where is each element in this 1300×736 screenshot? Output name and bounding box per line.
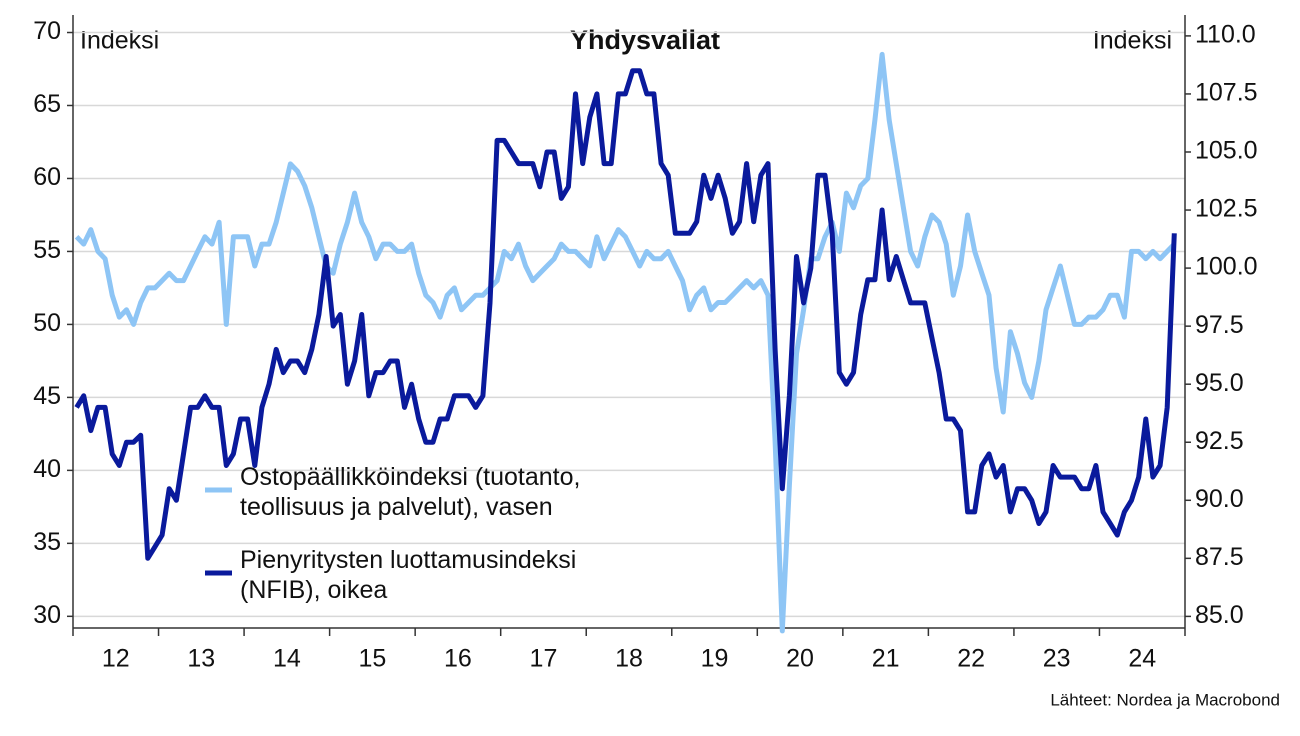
y2-tick-label: 95.0 xyxy=(1195,369,1244,397)
x-tick-label: 15 xyxy=(358,645,386,673)
y-tick-label: 50 xyxy=(33,309,61,337)
series-line xyxy=(74,51,1177,634)
y2-tick-label: 100.0 xyxy=(1195,253,1258,281)
x-tick-label: 12 xyxy=(102,645,130,673)
legend-label: Ostopäällikköindeksi (tuotanto, teollisuu… xyxy=(240,463,580,521)
x-tick-label: 14 xyxy=(273,645,301,673)
y-tick-label: 70 xyxy=(33,17,61,45)
y2-tick-label: 105.0 xyxy=(1195,137,1258,165)
y2-tick-label: 102.5 xyxy=(1195,195,1258,223)
y-tick-label: 35 xyxy=(33,528,61,556)
y-axis-label: Indeksi xyxy=(80,27,159,55)
chart-title: Yhdysvallat xyxy=(570,25,720,55)
x-tick-label: 17 xyxy=(530,645,558,673)
legend-label-line: Ostopäällikköindeksi (tuotanto, xyxy=(240,463,580,491)
y2-tick-label: 107.5 xyxy=(1195,79,1258,107)
x-tick-label: 21 xyxy=(872,645,900,673)
legend-label: Pienyritysten luottamusindeksi (NFIB), oi… xyxy=(240,546,576,604)
series-line xyxy=(74,68,1177,561)
y-tick-label: 55 xyxy=(33,236,61,264)
x-tick-label: 22 xyxy=(957,645,985,673)
source-note: Lähteet: Nordea ja Macrobond xyxy=(1050,690,1280,709)
x-tick-label: 24 xyxy=(1128,645,1156,673)
x-tick-label: 18 xyxy=(615,645,643,673)
x-tick-label: 16 xyxy=(444,645,472,673)
y2-tick-label: 110.0 xyxy=(1195,21,1256,49)
y-tick-label: 30 xyxy=(33,601,61,629)
x-tick-label: 19 xyxy=(701,645,729,673)
y-tick-label: 45 xyxy=(33,382,61,410)
y2-axis-label: Indeksi xyxy=(1093,27,1172,55)
legend-label-line: teollisuus ja palvelut), vasen xyxy=(240,493,553,521)
y2-tick-label: 97.5 xyxy=(1195,311,1244,339)
legend-label-line: Pienyritysten luottamusindeksi xyxy=(240,546,576,574)
y2-tick-label: 85.0 xyxy=(1195,601,1244,629)
y-tick-label: 60 xyxy=(33,163,61,191)
legend-label-line: (NFIB), oikea xyxy=(240,576,387,604)
x-tick-label: 13 xyxy=(187,645,215,673)
x-tick-label: 20 xyxy=(786,645,814,673)
y-tick-label: 40 xyxy=(33,455,61,483)
y-tick-label: 65 xyxy=(33,90,61,118)
y2-tick-label: 87.5 xyxy=(1195,543,1244,571)
y2-tick-label: 90.0 xyxy=(1195,485,1244,513)
x-tick-label: 23 xyxy=(1043,645,1071,673)
y2-tick-label: 92.5 xyxy=(1195,427,1244,455)
